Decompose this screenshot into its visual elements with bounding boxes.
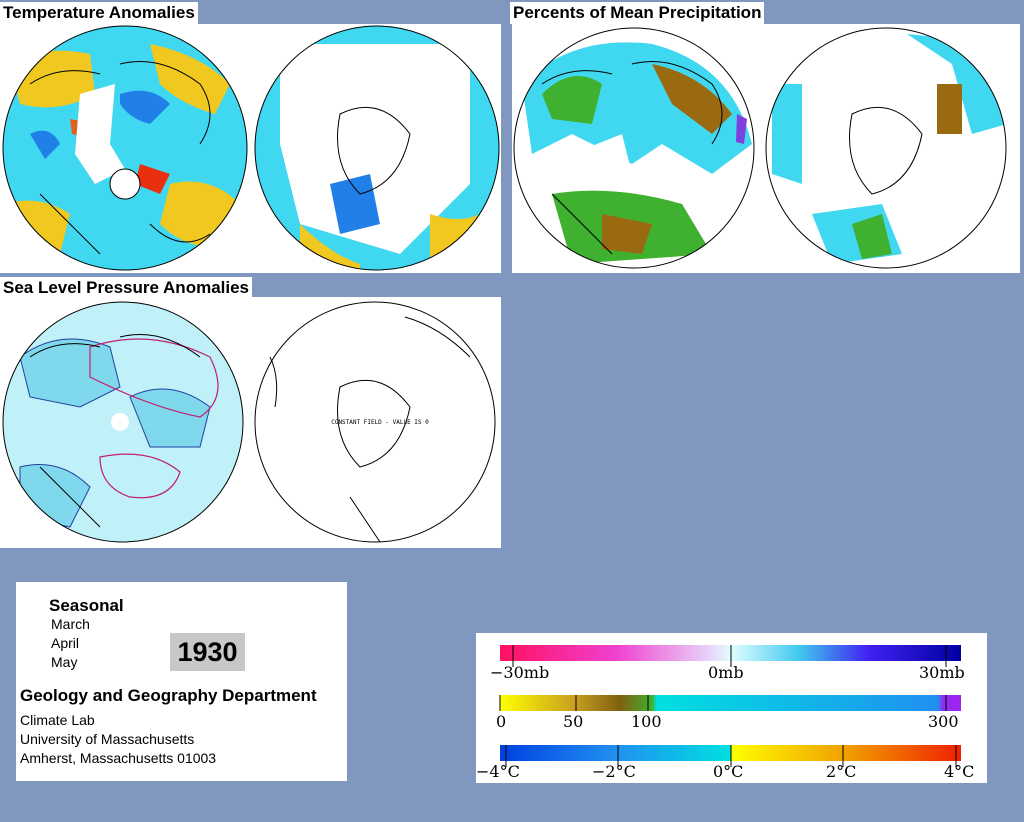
pressure-title: Sea Level Pressure Anomalies: [0, 277, 253, 299]
legend-label: 0°C: [713, 762, 744, 781]
pressure-south-hemisphere: CONSTANT FIELD - VALUE IS 0: [254, 301, 496, 543]
temperature-maps: [0, 24, 501, 273]
temperature-south-hemisphere: [255, 26, 499, 270]
address-line: Amherst, Massachusetts 01003: [20, 750, 217, 766]
address-line: University of Massachusetts: [20, 731, 195, 747]
address-line: Climate Lab: [20, 712, 95, 728]
legend-label: −2°C: [592, 762, 636, 781]
info-box: Seasonal March April May 1930 Geology an…: [16, 582, 347, 781]
legend-label: 50: [563, 712, 584, 731]
department-name: Geology and Geography Department: [20, 686, 317, 705]
legend-label: 30mb: [919, 663, 965, 682]
legend-label: 2°C: [826, 762, 857, 781]
precipitation-colorbar: [500, 695, 961, 711]
color-legend: −30mb 0mb 30mb 0 50 100 300 −4°C −2°C 0°…: [476, 633, 987, 783]
legend-label: 0mb: [708, 663, 744, 682]
temperature-north-hemisphere: [3, 26, 247, 270]
year-label: 1930: [170, 633, 245, 671]
pressure-maps: CONSTANT FIELD - VALUE IS 0: [0, 297, 501, 548]
period-label: Seasonal: [49, 596, 124, 615]
month-label: March: [51, 616, 90, 632]
month-label: May: [51, 654, 78, 670]
legend-label: 4°C: [944, 762, 975, 781]
legend-label: −4°C: [476, 762, 520, 781]
precipitation-south-hemisphere: [766, 28, 1006, 268]
temperature-title: Temperature Anomalies: [0, 2, 198, 24]
pressure-north-hemisphere: [3, 302, 243, 542]
legend-label: 100: [631, 712, 662, 731]
precipitation-maps: [512, 24, 1020, 273]
legend-label: 0: [496, 712, 507, 731]
legend-label: −30mb: [490, 663, 550, 682]
legend-label: 300: [928, 712, 959, 731]
precipitation-title: Percents of Mean Precipitation: [510, 2, 765, 24]
constant-field-note: CONSTANT FIELD - VALUE IS 0: [331, 419, 429, 426]
precipitation-north-hemisphere: [514, 28, 754, 268]
month-label: April: [51, 635, 80, 651]
